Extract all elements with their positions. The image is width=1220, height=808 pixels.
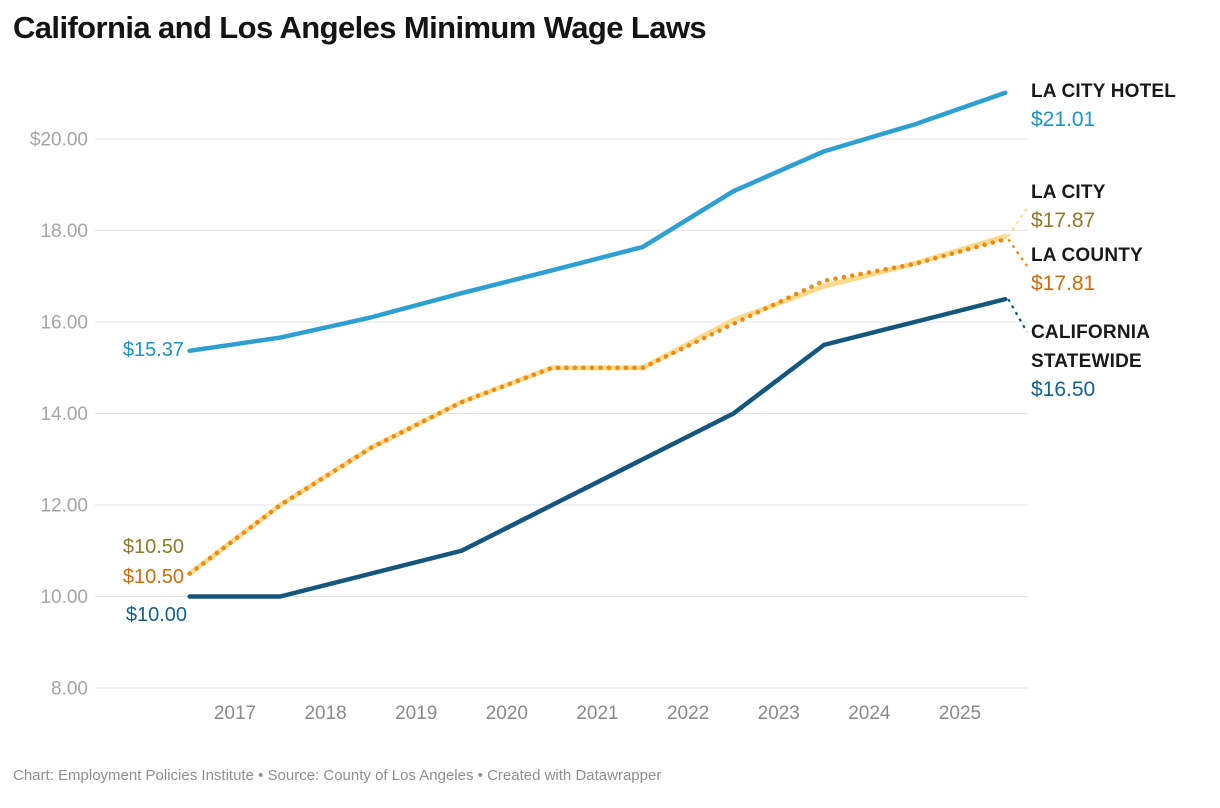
x-axis-label: 2017 [214, 703, 256, 724]
label-connector-california-statewide [1007, 298, 1028, 333]
x-axis-label: 2020 [486, 703, 528, 724]
label-connector-la-county [1007, 238, 1028, 267]
y-axis-label: 12.00 [40, 496, 88, 517]
label-connectors [1007, 207, 1028, 333]
x-axis-label: 2021 [576, 703, 618, 724]
x-axis-labels: 2017 2018 2019 2020 2021 2022 2023 2024 2025 [214, 703, 981, 724]
series-line-la-city-hotel [187, 90, 1008, 354]
gridlines [95, 138, 1028, 689]
y-axis-label: 16.00 [40, 313, 88, 334]
y-axis-labels: $20.00 18.00 16.00 14.00 12.00 10.00 8.00 [30, 130, 88, 700]
y-axis-label: 18.00 [40, 221, 88, 242]
y-axis-label: 8.00 [51, 679, 88, 700]
y-axis-label: 10.00 [40, 587, 88, 608]
y-axis-label: $20.00 [30, 130, 88, 151]
series-lines [187, 90, 1008, 599]
x-axis-label: 2019 [395, 703, 437, 724]
chart-title: California and Los Angeles Minimum Wage … [13, 10, 707, 45]
x-axis-label: 2018 [304, 703, 346, 724]
x-axis-label: 2022 [667, 703, 709, 724]
x-axis-label: 2023 [758, 703, 800, 724]
series-line-la-city [187, 233, 1008, 577]
x-axis-label: 2024 [848, 703, 891, 724]
series-line-california-statewide [187, 296, 1008, 599]
y-axis-label: 14.00 [40, 404, 88, 425]
label-connector-la-city [1007, 207, 1028, 238]
series-line-la-county [187, 236, 1008, 576]
x-axis-label: 2025 [939, 703, 981, 724]
chart-attribution: Chart: Employment Policies Institute • S… [13, 767, 662, 784]
